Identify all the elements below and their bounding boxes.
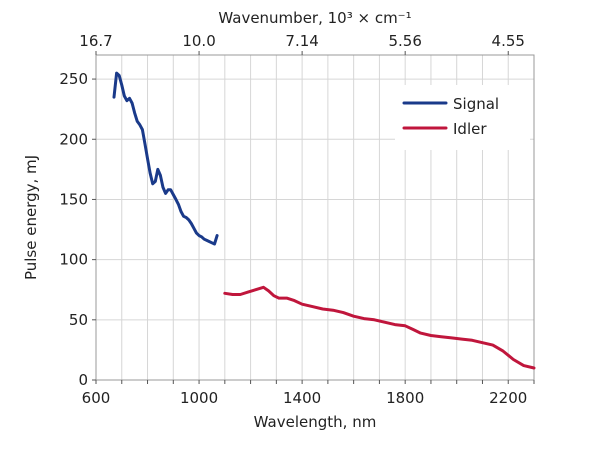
top-axis-title: Wavenumber, 10³ × cm⁻¹ bbox=[218, 9, 411, 27]
series-line-signal bbox=[112, 71, 219, 246]
top-tick-label: 4.55 bbox=[492, 32, 525, 50]
top-tick-label: 16.7 bbox=[79, 32, 112, 50]
top-tick-label: 5.56 bbox=[388, 32, 421, 50]
y-axis-title: Pulse energy, mJ bbox=[22, 155, 40, 280]
series-line-idler bbox=[223, 285, 536, 370]
x-tick-label: 1000 bbox=[180, 389, 218, 407]
axis-ticks: 600 1000 1400 1800 2200 16.7 10.0 7.14 5.56 4.55 0… bbox=[59, 32, 535, 407]
x-tick-label: 600 bbox=[82, 389, 111, 407]
series-group bbox=[112, 71, 536, 370]
legend-background bbox=[395, 85, 530, 150]
x-axis-title: Wavelength, nm bbox=[254, 413, 377, 431]
y-tick-label: 200 bbox=[59, 130, 88, 148]
legend-label-idler: Idler bbox=[453, 120, 487, 138]
y-tick-label: 100 bbox=[59, 251, 88, 269]
x-tick-label: 1400 bbox=[283, 389, 321, 407]
x-tick-label: 2200 bbox=[489, 389, 527, 407]
top-tick-label: 7.14 bbox=[285, 32, 318, 50]
top-tick-label: 10.0 bbox=[182, 32, 215, 50]
legend: Signal Idler bbox=[395, 85, 530, 150]
x-tick-label: 1800 bbox=[386, 389, 424, 407]
legend-label-signal: Signal bbox=[453, 95, 499, 113]
y-tick-label: 0 bbox=[78, 371, 88, 389]
y-tick-label: 50 bbox=[69, 311, 88, 329]
y-tick-label: 150 bbox=[59, 190, 88, 208]
y-tick-label: 250 bbox=[59, 70, 88, 88]
plot-frame bbox=[95, 54, 535, 381]
